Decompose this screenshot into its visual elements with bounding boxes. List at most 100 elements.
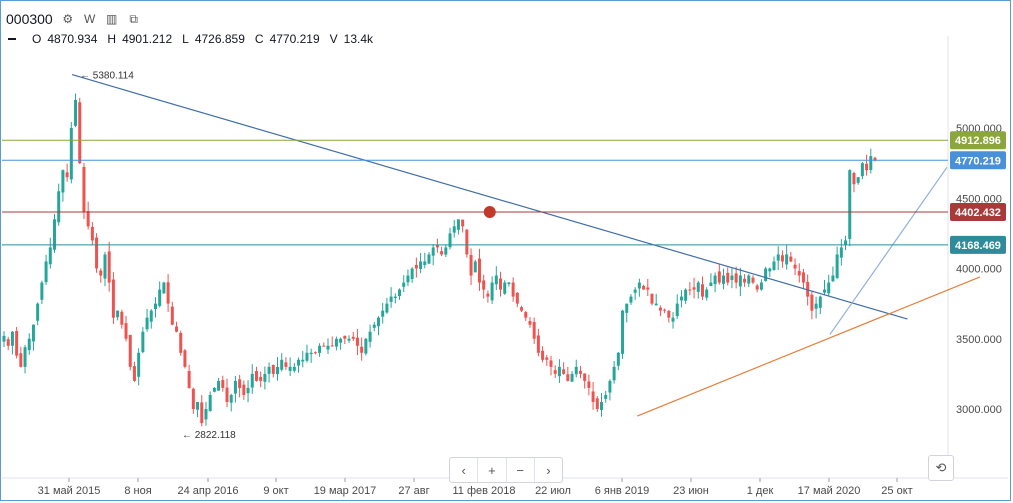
candle-body <box>604 394 608 399</box>
candle-body <box>776 254 780 261</box>
candle-body <box>431 247 435 256</box>
candle-body <box>730 275 734 280</box>
zoom-out-button[interactable]: − <box>507 458 535 482</box>
candle-body <box>27 338 31 351</box>
candle-body <box>477 258 481 283</box>
candle-body <box>616 352 620 366</box>
candle-body <box>162 282 166 294</box>
candle-body <box>562 369 566 374</box>
candle-body <box>414 264 418 269</box>
candle-body <box>74 99 78 126</box>
candle-body <box>528 321 532 325</box>
interval-button[interactable]: W <box>84 12 96 26</box>
candle-body <box>747 275 751 284</box>
price-tag-label: 4402.432 <box>955 207 1001 219</box>
candle-body <box>490 282 494 301</box>
candle-body <box>103 254 107 279</box>
candle-body <box>499 278 503 290</box>
bar-chart-icon[interactable]: ▥ <box>106 12 118 26</box>
chart-navigation: ‹ + − › <box>449 457 563 483</box>
scroll-right-button[interactable]: › <box>546 462 551 478</box>
candle-body <box>267 366 271 374</box>
price-tag-label: 4168.469 <box>955 240 1001 252</box>
candle-body <box>852 173 856 185</box>
candle-body <box>440 251 444 255</box>
x-tick-label: 25 окт <box>881 485 912 497</box>
candle-body <box>873 157 877 161</box>
candle-body <box>166 282 170 304</box>
trendline-downtrend <box>71 74 908 320</box>
candle-body <box>149 310 153 322</box>
symbol-name[interactable]: 000300 <box>6 11 53 27</box>
candle-body <box>132 366 136 381</box>
candle-body <box>170 306 174 325</box>
candle-body <box>297 359 301 366</box>
candle-body <box>48 247 52 265</box>
scroll-left-button[interactable]: ‹ <box>450 458 479 482</box>
candle-body <box>793 264 797 269</box>
candle-body <box>288 366 292 371</box>
candle-body <box>44 261 48 283</box>
candle-body <box>642 285 646 290</box>
zoom-in-button[interactable]: + <box>478 458 507 482</box>
price-tag <box>950 131 1006 150</box>
candle-body <box>599 401 603 410</box>
price-tag-label: 4770.219 <box>955 155 1001 167</box>
candle-body <box>818 296 822 308</box>
extreme-annotation: ← 2822.118 <box>182 430 236 441</box>
candle-body <box>124 323 128 339</box>
candle-body <box>667 310 671 318</box>
reset-icon[interactable]: ⟲ <box>928 455 954 481</box>
candle-body <box>444 247 448 255</box>
gear-icon[interactable]: ⚙ <box>62 12 74 26</box>
candle-body <box>330 345 334 347</box>
copy-icon[interactable]: ⧉ <box>129 11 138 26</box>
candle-body <box>250 373 254 388</box>
candle-body <box>465 229 469 255</box>
candle-body <box>692 287 696 290</box>
candle-body <box>385 303 389 313</box>
candle-body <box>284 362 288 367</box>
candle-body <box>246 387 250 394</box>
volume-label: V <box>329 32 338 46</box>
candle-body <box>271 364 275 374</box>
candle-body <box>545 357 549 360</box>
candle-body <box>713 275 717 285</box>
candle-body <box>40 282 44 300</box>
candle-body <box>743 278 747 283</box>
candle-body <box>339 338 343 343</box>
candle-body <box>587 381 591 388</box>
low-value: 4726.859 <box>194 32 245 46</box>
high-label: H <box>107 32 117 46</box>
candle-body <box>334 338 338 347</box>
candle-body <box>229 394 233 403</box>
candle-body <box>322 345 326 347</box>
candle-body <box>591 391 595 402</box>
candle-body <box>233 380 237 394</box>
candle-body <box>688 289 692 291</box>
candle-body <box>200 402 204 424</box>
candle-body <box>553 370 557 374</box>
candle-body <box>355 337 359 346</box>
candle-body <box>360 346 364 353</box>
candle-body <box>158 289 162 306</box>
candle-body <box>69 128 73 180</box>
x-tick-label: 31 май 2015 <box>38 485 101 497</box>
candle-body <box>301 359 305 362</box>
candle-body <box>839 247 843 258</box>
candle-body <box>469 255 473 276</box>
candle-body <box>402 282 406 287</box>
candle-body <box>305 352 309 361</box>
candle-body <box>221 380 225 388</box>
candle-body <box>57 191 61 223</box>
extreme-annotation: ← 5380.114 <box>80 71 134 82</box>
candle-body <box>381 310 385 317</box>
candle-body <box>326 345 330 350</box>
candle-body <box>343 335 347 339</box>
candle-body <box>755 285 759 290</box>
candle-body <box>831 275 835 282</box>
candle-body <box>675 303 679 317</box>
candle-body <box>217 380 221 391</box>
